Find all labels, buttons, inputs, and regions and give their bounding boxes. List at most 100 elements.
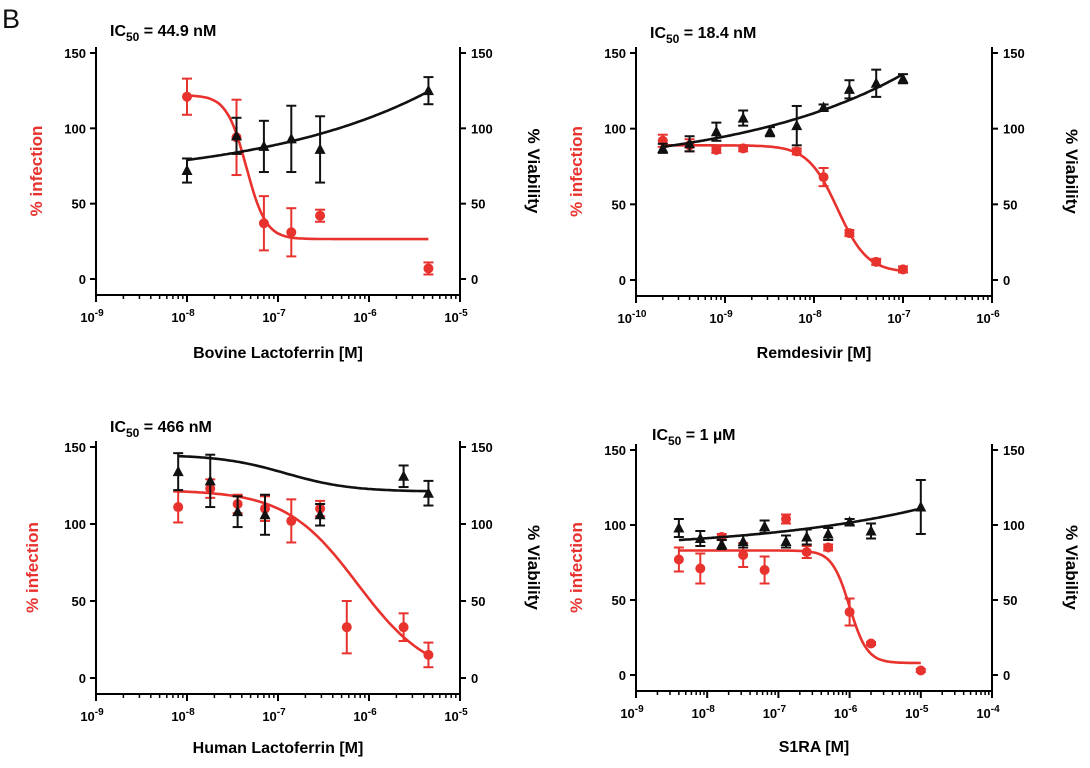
infection-point	[738, 143, 749, 154]
viability-point	[870, 77, 882, 88]
chart-title: IC50 = 18.4 nM	[650, 25, 756, 46]
y-axis-label-left: % infection	[27, 126, 46, 217]
x-tick-label: 10-9	[620, 704, 644, 721]
x-tick-label: 10-9	[80, 308, 104, 325]
viability-point	[791, 119, 803, 131]
viability-fit-curve	[678, 507, 922, 542]
x-tick-label: 10-8	[171, 308, 195, 325]
x-tick-label: 10-8	[692, 704, 716, 721]
infection-point	[759, 565, 770, 575]
infection-point	[182, 91, 192, 102]
infection-fit-curve	[678, 549, 921, 665]
y-tick-label-right: 50	[1003, 593, 1017, 608]
chart-panel-3: 0 0 50 50 100 100 150 150 10-9 10-8 10-7 10-6 10-5 IC…	[23, 419, 543, 757]
infection-fit-curve	[662, 144, 904, 273]
y-tick-label-right: 50	[471, 197, 485, 212]
x-tick-label: 10-5	[444, 707, 468, 724]
x-tick-label: 10-5	[905, 704, 929, 721]
infection-point	[898, 264, 908, 275]
viability-point	[865, 525, 877, 536]
y-tick-label-left: 150	[64, 440, 86, 455]
viability-point	[204, 474, 216, 486]
x-tick-label: 10-8	[171, 707, 195, 724]
viability-point	[684, 137, 696, 149]
y-tick-label-left: 50	[72, 594, 86, 609]
x-axis-label: Human Lactoferrin [M]	[193, 740, 364, 757]
infection-point	[398, 622, 409, 633]
y-tick-label-right: 0	[1003, 668, 1010, 683]
viability-point	[259, 508, 271, 520]
chart-panel-2: 0 0 50 50 100 100 150 150 10-10 10-9 10-8 10-7 10-6 I…	[567, 25, 1081, 362]
x-tick-label: 10-6	[353, 308, 377, 325]
viability-point	[422, 84, 434, 96]
y-axis-label-right: % Viability	[1062, 525, 1081, 610]
infection-point	[423, 263, 434, 274]
panel-letter: B	[2, 4, 20, 34]
x-tick-label: 10-6	[976, 309, 1000, 326]
x-tick-label: 10-5	[444, 308, 468, 325]
infection-point	[844, 228, 855, 239]
y-tick-label-left: 100	[64, 517, 86, 532]
y-tick-label-left: 50	[612, 593, 626, 608]
viability-point	[673, 522, 685, 533]
x-tick-label: 10-9	[80, 707, 104, 724]
viability-point	[915, 501, 927, 512]
infection-point	[673, 554, 684, 565]
y-axis-label-right: % Viability	[1062, 129, 1081, 214]
viability-point	[657, 142, 669, 153]
infection-point	[711, 144, 722, 155]
y-tick-label-right: 50	[471, 594, 485, 609]
infection-point	[286, 227, 297, 238]
y-tick-label-right: 100	[471, 121, 493, 136]
infection-point	[315, 210, 326, 221]
y-tick-label-right: 150	[471, 46, 493, 61]
viability-point	[694, 532, 706, 543]
viability-point	[759, 520, 771, 531]
y-axis-label-right: % Viability	[524, 129, 543, 214]
y-tick-label-right: 100	[471, 517, 493, 532]
chart-panel-4: 0 0 50 50 100 100 150 150 10-9 10-8 10-7 10-6 10-5 10…	[567, 427, 1081, 756]
x-tick-label: 10-6	[834, 704, 858, 721]
viability-point	[314, 143, 326, 154]
y-tick-label-right: 0	[1003, 273, 1010, 288]
y-tick-label-left: 100	[64, 121, 86, 136]
y-tick-label-left: 0	[79, 671, 86, 686]
infection-point	[871, 256, 882, 267]
infection-point	[738, 550, 749, 560]
infection-point	[818, 172, 829, 183]
viability-point	[822, 528, 834, 539]
infection-point	[781, 514, 792, 524]
infection-point	[866, 638, 877, 649]
x-tick-label: 10-7	[262, 707, 286, 724]
infection-point	[791, 146, 802, 157]
x-tick-label: 10-7	[262, 308, 286, 325]
y-tick-label-right: 150	[1003, 46, 1025, 61]
y-tick-label-left: 100	[604, 122, 626, 137]
viability-point	[737, 112, 749, 123]
y-tick-label-left: 100	[604, 518, 626, 533]
infection-point	[341, 622, 352, 633]
y-axis-label-left: % infection	[23, 522, 42, 613]
viability-fit-curve	[186, 90, 430, 162]
y-axis-label-left: % infection	[567, 126, 586, 217]
infection-point	[258, 218, 269, 229]
y-tick-label-right: 0	[471, 671, 478, 686]
x-tick-label: 10-4	[976, 704, 1000, 721]
y-tick-label-right: 0	[471, 272, 478, 287]
infection-point	[286, 515, 297, 526]
chart-title: IC50 = 1 µM	[652, 427, 735, 448]
infection-fit-curve	[186, 94, 429, 241]
viability-point	[764, 125, 776, 137]
viability-point	[780, 535, 792, 546]
x-tick-label: 10-10	[618, 309, 647, 326]
y-tick-label-left: 0	[619, 273, 626, 288]
viability-fit-curve	[178, 454, 429, 493]
viability-point	[172, 465, 184, 477]
x-axis-label: Bovine Lactoferrin [M]	[193, 345, 363, 362]
viability-point	[231, 129, 243, 141]
infection-point	[801, 547, 812, 557]
chart-title: IC50 = 44.9 nM	[110, 23, 216, 44]
viability-point	[710, 125, 722, 137]
chart-title: IC50 = 466 nM	[110, 419, 212, 440]
